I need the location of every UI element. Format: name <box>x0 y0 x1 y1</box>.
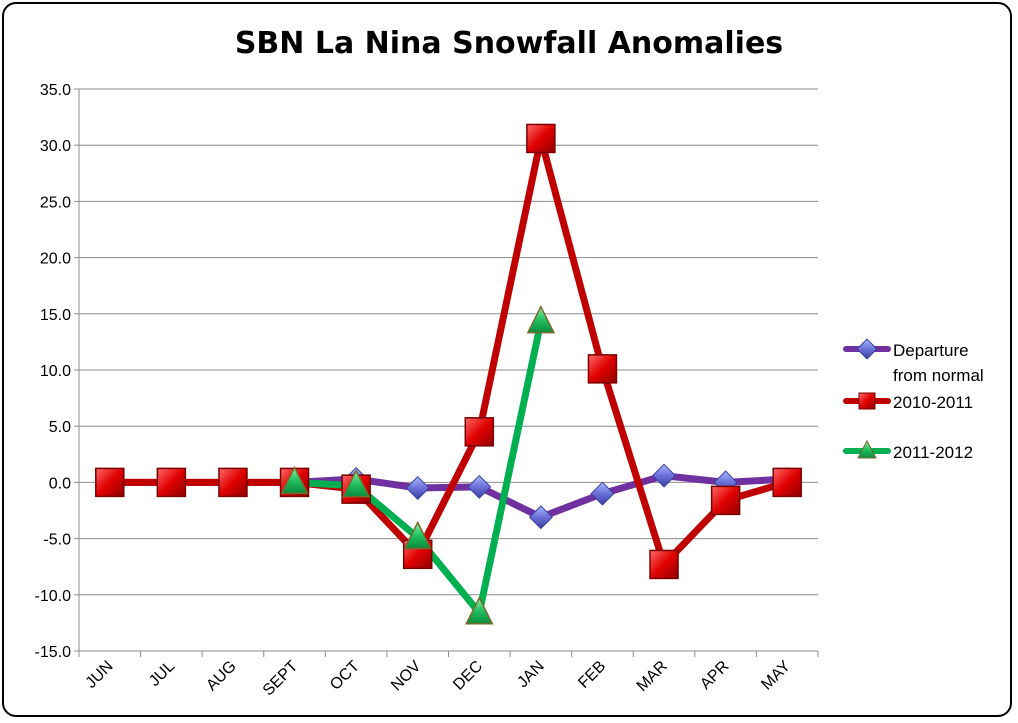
legend-square-icon <box>858 392 876 410</box>
y-tick-labels: 35.0 30.0 25.0 20.0 15.0 10.0 5.0 0.0 -5.0 -10.0 -… <box>35 82 72 661</box>
x-tick-label: SEPT <box>260 658 302 700</box>
legend-label: 2011-2012 <box>893 443 973 462</box>
y-tick-label: -10.0 <box>35 588 72 605</box>
x-tick-label: JAN <box>514 658 547 691</box>
point-2010-2011 <box>95 467 125 498</box>
legend-diamond-icon <box>856 338 878 360</box>
point-2010-2011 <box>587 354 618 384</box>
x-tick-label: DEC <box>450 658 486 694</box>
y-tick-label: 15.0 <box>40 307 71 324</box>
point-departure-from-normal <box>590 481 615 506</box>
y-tick-label: 25.0 <box>40 194 71 211</box>
x-tick-label: JUN <box>83 658 117 692</box>
y-tick-label: -5.0 <box>43 532 71 549</box>
point-2010-2011 <box>464 417 495 447</box>
y-tick-label: 5.0 <box>49 419 71 436</box>
legend: Departure from normal 2010-2011 2011-201… <box>843 338 984 462</box>
legend-item-2011-2012: 2011-2012 <box>843 439 973 462</box>
axes <box>74 88 819 657</box>
legend-item-2010-2011: 2010-2011 <box>843 392 973 412</box>
legend-label-line-2: from normal <box>893 366 984 385</box>
x-tick-label: MAR <box>634 658 671 695</box>
point-2011-2012 <box>526 304 556 334</box>
point-2010-2011 <box>156 467 187 498</box>
y-tick-label: 30.0 <box>40 138 71 155</box>
y-tick-label: 0.0 <box>49 475 71 492</box>
point-2010-2011 <box>526 123 556 154</box>
y-tick-label: 20.0 <box>40 251 71 268</box>
point-departure-from-normal <box>467 474 492 499</box>
x-tick-label: AUG <box>203 658 240 695</box>
point-2010-2011 <box>218 467 248 498</box>
grid-lines <box>79 88 818 652</box>
chart-title: SBN La Nina Snowfall Anomalies <box>235 26 783 61</box>
x-tick-label: JUL <box>146 658 178 690</box>
y-tick-label: 10.0 <box>40 363 71 380</box>
x-tick-label: APR <box>697 658 732 693</box>
series-line-2011-2012 <box>291 318 545 617</box>
point-2011-2012 <box>280 465 309 495</box>
series-group <box>95 123 802 625</box>
series-line-2010-2011 <box>106 135 791 568</box>
legend-item-departure: Departure from normal <box>843 338 984 385</box>
y-tick-label: 35.0 <box>40 82 71 99</box>
point-2011-2012 <box>465 596 494 625</box>
x-tick-label: FEB <box>575 658 609 692</box>
point-2010-2011 <box>710 485 741 516</box>
x-tick-label: OCT <box>327 658 363 694</box>
legend-triangle-icon <box>857 439 877 459</box>
y-tick-label: -15.0 <box>35 644 72 661</box>
point-2011-2012 <box>341 469 371 498</box>
point-departure-from-normal <box>652 463 677 488</box>
point-departure-from-normal <box>405 475 430 501</box>
legend-label-line-1: Departure <box>893 341 969 360</box>
point-departure-from-normal <box>528 505 553 530</box>
x-tick-label: MAY <box>758 658 794 694</box>
x-tick-label: NOV <box>388 658 425 695</box>
x-tick-labels: JUN JUL AUG SEPT OCT NOV DEC JAN FEB MAR APR MAY <box>83 658 795 700</box>
point-2010-2011 <box>772 467 802 498</box>
point-2011-2012 <box>403 520 432 550</box>
legend-label: 2010-2011 <box>893 393 973 412</box>
point-2010-2011 <box>649 549 679 580</box>
